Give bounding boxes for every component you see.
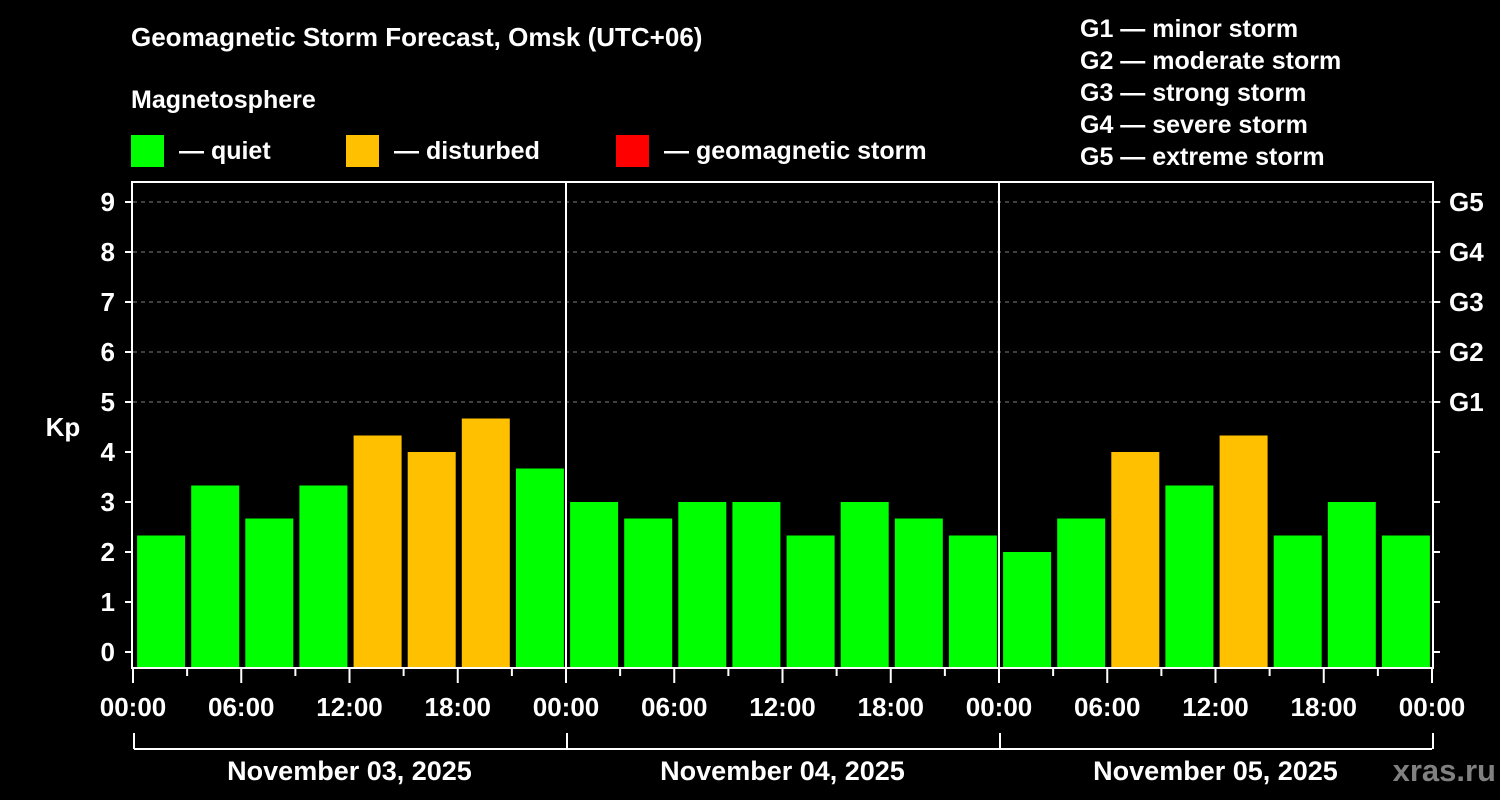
y-tick-label: 0 <box>101 637 115 667</box>
kp-bar <box>1003 552 1052 667</box>
x-tick-label: 00:00 <box>100 692 167 722</box>
kp-bar <box>299 485 348 667</box>
y-tick-label: 5 <box>101 387 115 417</box>
g-scale-label: G5 <box>1449 187 1484 217</box>
x-tick-label: 06:00 <box>208 692 275 722</box>
axes: 0 1 2 3 4 5 6 7 8 9 G1 G2 G3 G4 G5 00:00 06:00 12:00 18:00… <box>100 181 1484 786</box>
y-tick-label: 7 <box>101 287 115 317</box>
legend-swatch-quiet <box>131 135 164 167</box>
storm-scale-g3: G3 — strong storm <box>1080 79 1307 107</box>
y-tick-label: 3 <box>101 487 115 517</box>
kp-bar <box>137 535 186 667</box>
bars <box>137 418 1430 667</box>
y-tick-label: 9 <box>101 187 115 217</box>
x-tick-label: 18:00 <box>1291 692 1358 722</box>
kp-bar <box>570 502 619 667</box>
x-tick-label: 18:00 <box>858 692 925 722</box>
x-tick-label: 18:00 <box>425 692 492 722</box>
kp-bar <box>1219 435 1268 667</box>
y-tick-label: 1 <box>101 587 115 617</box>
legend-item-storm: — geomagnetic storm <box>616 134 927 168</box>
storm-scale-list: G1 — minor storm G2 — moderate storm G3 … <box>1080 13 1341 173</box>
kp-bar <box>1165 485 1214 667</box>
kp-bar <box>461 418 510 667</box>
legend-label-quiet: — quiet <box>179 136 271 165</box>
legend-swatch-storm <box>616 135 649 167</box>
g-scale-label: G1 <box>1449 387 1484 417</box>
storm-scale-g1: G1 — minor storm <box>1080 15 1299 43</box>
kp-bar <box>1057 518 1106 667</box>
date-label: November 05, 2025 <box>1093 756 1338 786</box>
kp-bar <box>191 485 240 667</box>
x-tick-label: 12:00 <box>1182 692 1249 722</box>
chart-title: Geomagnetic Storm Forecast, Omsk (UTC+06… <box>131 22 703 52</box>
date-label: November 03, 2025 <box>227 756 472 786</box>
storm-scale-g5: G5 — extreme storm <box>1080 143 1325 171</box>
storm-scale-g2: G2 — moderate storm <box>1080 47 1342 75</box>
x-tick-label: 00:00 <box>966 692 1033 722</box>
date-label: November 04, 2025 <box>660 756 905 786</box>
g-scale-label: G3 <box>1449 287 1484 317</box>
x-tick-label: 12:00 <box>749 692 816 722</box>
legend-swatch-disturbed <box>346 135 379 167</box>
y-tick-label: 8 <box>101 237 115 267</box>
kp-bar <box>407 452 456 667</box>
legend-item-quiet: — quiet <box>131 134 271 168</box>
kp-bar <box>948 535 997 667</box>
kp-bar <box>678 502 727 667</box>
kp-bar <box>245 518 294 667</box>
watermark: xras.ru <box>1392 753 1496 788</box>
kp-bar <box>1273 535 1322 667</box>
chart-subtitle: Magnetosphere <box>131 86 316 114</box>
kp-bar <box>515 468 564 667</box>
kp-bar <box>1327 502 1376 667</box>
y-tick-label: 2 <box>101 537 115 567</box>
storm-scale-g4: G4 — severe storm <box>1080 111 1308 139</box>
kp-bar <box>624 518 673 667</box>
x-tick-label: 00:00 <box>533 692 600 722</box>
kp-bar <box>840 502 889 667</box>
kp-bar <box>786 535 835 667</box>
g-scale-label: G4 <box>1449 237 1484 267</box>
y-tick-label: 4 <box>101 437 116 467</box>
kp-bar <box>353 435 402 667</box>
kp-bar <box>1111 452 1160 667</box>
kp-bar <box>894 518 943 667</box>
kp-bar <box>1381 535 1430 667</box>
x-tick-label: 06:00 <box>1074 692 1141 722</box>
g-scale-label: G2 <box>1449 337 1484 367</box>
x-tick-label: 00:00 <box>1399 692 1466 722</box>
gridlines <box>133 201 1442 403</box>
legend-item-disturbed: — disturbed <box>346 134 540 168</box>
x-tick-label: 06:00 <box>641 692 708 722</box>
kp-bar <box>732 502 781 667</box>
x-tick-label: 12:00 <box>316 692 383 722</box>
legend-label-storm: — geomagnetic storm <box>664 136 927 165</box>
legend-label-disturbed: — disturbed <box>394 136 540 165</box>
y-axis-label: Kp <box>46 412 81 442</box>
y-tick-label: 6 <box>101 337 115 367</box>
